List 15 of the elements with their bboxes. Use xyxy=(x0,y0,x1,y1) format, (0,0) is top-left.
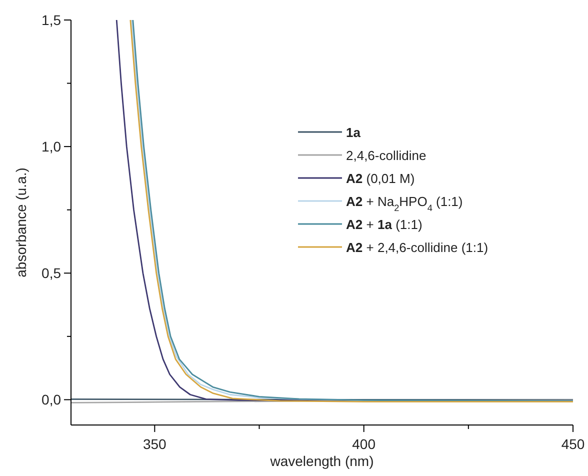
y-axis-title: absorbance (u.a.) xyxy=(13,168,29,278)
x-tick-label: 350 xyxy=(142,436,167,452)
legend-label: A2 (0,01 M) xyxy=(346,171,415,186)
y-tick-label: 1,0 xyxy=(42,138,62,154)
y-tick-label: 0,5 xyxy=(42,265,62,282)
x-tick-label: 450 xyxy=(561,436,585,452)
legend-label: A2 + 1a (1:1) xyxy=(346,217,422,232)
legend-label: A2 + Na$_{2}$HPO$_{4}$ (1:1) xyxy=(346,194,463,213)
legend-label: A2 + 2,4,6-collidine (1:1) xyxy=(346,240,488,255)
x-tick-label: 400 xyxy=(352,436,376,452)
legend-label: 2,4,6-collidine xyxy=(346,148,426,163)
legend-label: 1a xyxy=(346,125,362,140)
x-axis-title: wavelength (nm) xyxy=(269,453,374,469)
y-tick-label: 1,5 xyxy=(42,12,62,28)
y-tick-label: 0,0 xyxy=(42,392,62,408)
